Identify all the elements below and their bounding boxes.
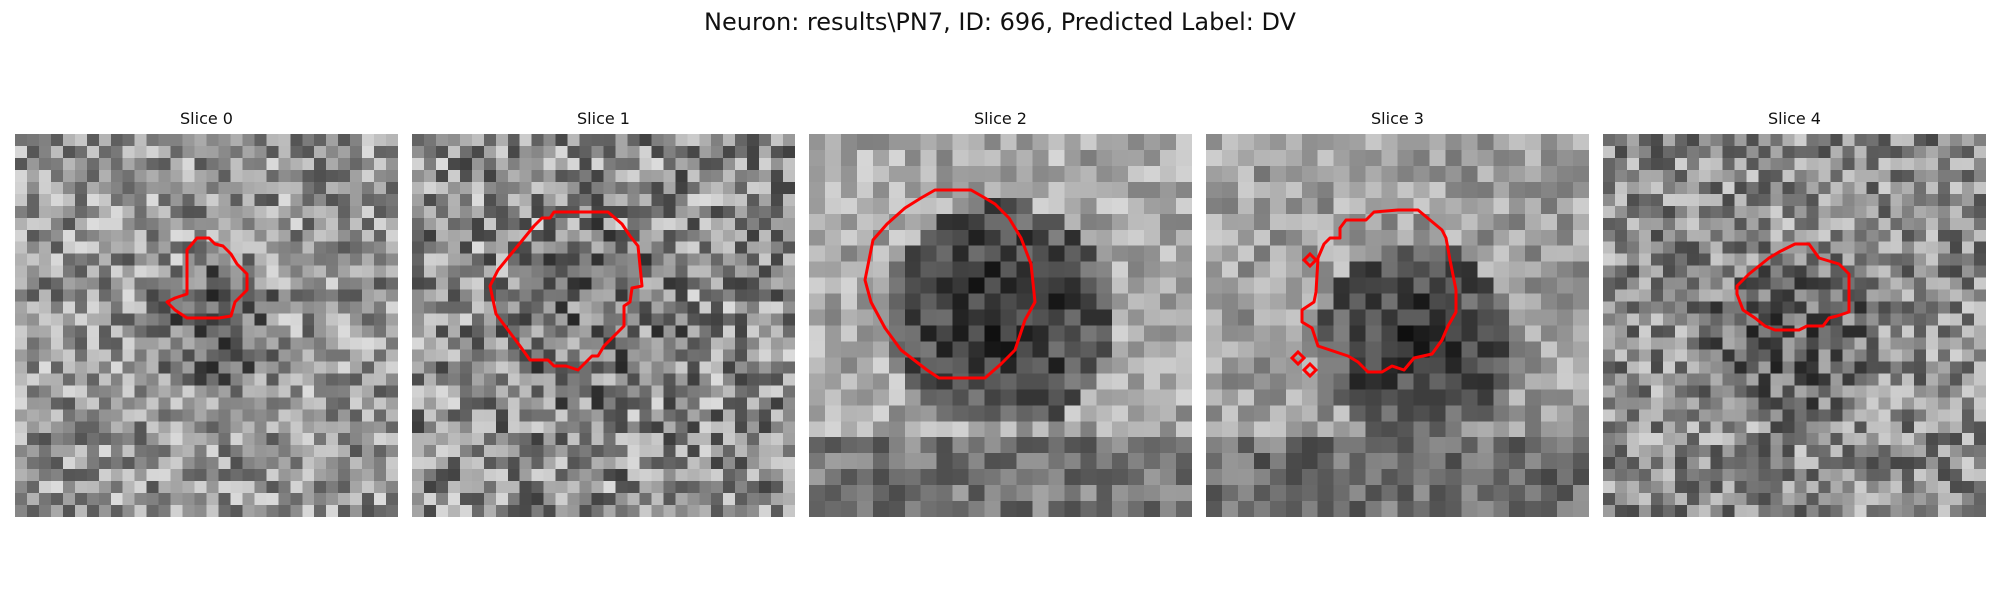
slice-4-contour <box>1735 242 1851 332</box>
slice-2-image <box>809 134 1192 517</box>
panel-title-slice-4: Slice 4 <box>1768 109 1821 128</box>
slice-2-grayscale-patch <box>809 134 1192 517</box>
slice-0-image <box>15 134 398 517</box>
panel-title-slice-3: Slice 3 <box>1371 109 1424 128</box>
panel-title-slice-2: Slice 2 <box>974 109 1027 128</box>
slice-0-grayscale-patch <box>15 134 398 517</box>
slice-4-grayscale-patch <box>1603 134 1986 517</box>
slice-0-contour <box>165 236 249 320</box>
slice-2-contour <box>863 188 1037 380</box>
figure-title: Neuron: results\PN7, ID: 696, Predicted … <box>704 8 1296 36</box>
slice-1-grayscale-patch <box>412 134 795 517</box>
slice-1-contour <box>488 210 644 372</box>
slice-4-image <box>1603 134 1986 517</box>
slice-3-grayscale-patch <box>1206 134 1589 517</box>
slice-3-image <box>1206 134 1589 517</box>
panel-title-slice-0: Slice 0 <box>180 109 233 128</box>
slice-3-contour <box>1289 208 1458 379</box>
slice-1-image <box>412 134 795 517</box>
panel-title-slice-1: Slice 1 <box>577 109 630 128</box>
